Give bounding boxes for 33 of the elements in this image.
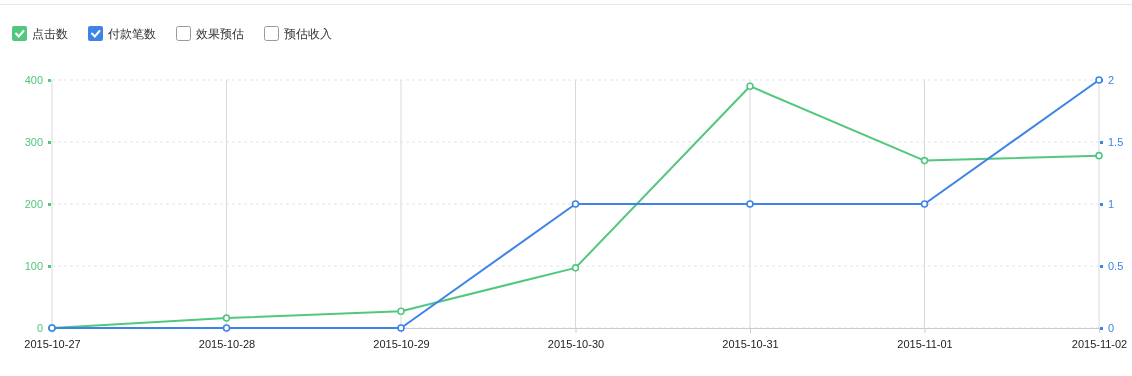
y2-tick-label: 2 [1108,74,1115,87]
x-tick-label: 2015-10-29 [373,338,430,351]
point [222,324,231,332]
y-tick-label: 300 [24,136,43,149]
legend-label: 预估收入 [284,27,332,41]
y-tick-label: 0 [36,322,43,335]
point [746,200,754,208]
point [571,200,580,208]
y-tick-label: 400 [24,74,43,87]
y2-tick-label: 1.5 [1108,136,1124,149]
point [920,200,929,208]
y-tick-label: 200 [24,198,43,211]
y-tick-label: 100 [24,260,43,273]
x-tick-label: 2015-11-02 [1071,338,1128,351]
legend-label: 付款笔数 [107,27,156,41]
x-tick-label: 2015-10-27 [24,338,81,351]
point [222,314,231,322]
point [1095,76,1103,84]
y2-tick-label: 0 [1108,322,1115,335]
x-tick-label: 2015-10-31 [722,338,779,351]
x-tick-label: 2015-10-30 [547,338,605,351]
legend-label: 点击数 [32,27,68,41]
y2-tick-label: 0.5 [1108,260,1124,273]
legend-label: 效果预估 [196,27,244,41]
point [571,264,580,272]
point [1095,151,1103,160]
point [920,156,929,165]
x-tick-label: 2015-11-01 [897,338,953,351]
x-tick-label: 2015-10-28 [198,338,256,351]
y2-tick-label: 1 [1108,198,1115,211]
point [397,307,405,316]
point [397,324,405,332]
point [746,82,754,90]
